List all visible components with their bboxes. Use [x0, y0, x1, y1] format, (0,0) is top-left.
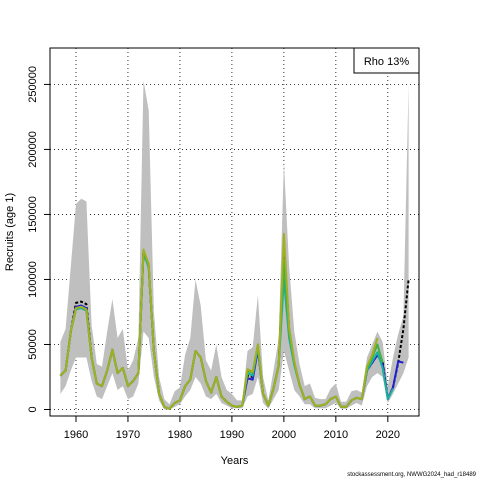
confidence-band-area	[60, 80, 409, 410]
x-axis-label: Years	[221, 455, 249, 467]
grid-lines	[50, 48, 419, 416]
legend-text: Rho 13%	[364, 56, 409, 68]
y-tick-label: 250000	[27, 66, 39, 103]
plot-frame	[49, 47, 420, 417]
legend: Rho 13%	[353, 47, 420, 74]
y-tick-label: 150000	[27, 196, 39, 233]
x-tick-label: 1990	[220, 429, 244, 441]
x-tick-label: 2020	[376, 429, 400, 441]
y-tick-label: 100000	[27, 261, 39, 298]
confidence-band	[60, 80, 409, 410]
legend-box	[353, 47, 420, 74]
y-tick-label: 200000	[27, 131, 39, 168]
series-lines	[59, 233, 410, 410]
y-tick-label: 0	[27, 406, 39, 412]
x-tick-label: 2010	[324, 429, 348, 441]
y-tick-label: 50000	[27, 329, 39, 360]
footer-credit: stockassessment.org, NWWG2024_had_r18489	[347, 472, 476, 478]
x-tick-label: 1970	[116, 429, 140, 441]
x-tick-label: 1980	[168, 429, 192, 441]
y-axis: 0 50000 100000 150000 200000 250000	[27, 66, 50, 413]
y-axis-label: Recruits (age 1)	[4, 193, 16, 271]
series-line-5	[59, 233, 379, 410]
x-tick-label: 1960	[64, 429, 88, 441]
x-tick-label: 2000	[272, 429, 296, 441]
x-axis: 1960 1970 1980 1990 2000 2010 2020	[64, 416, 400, 441]
